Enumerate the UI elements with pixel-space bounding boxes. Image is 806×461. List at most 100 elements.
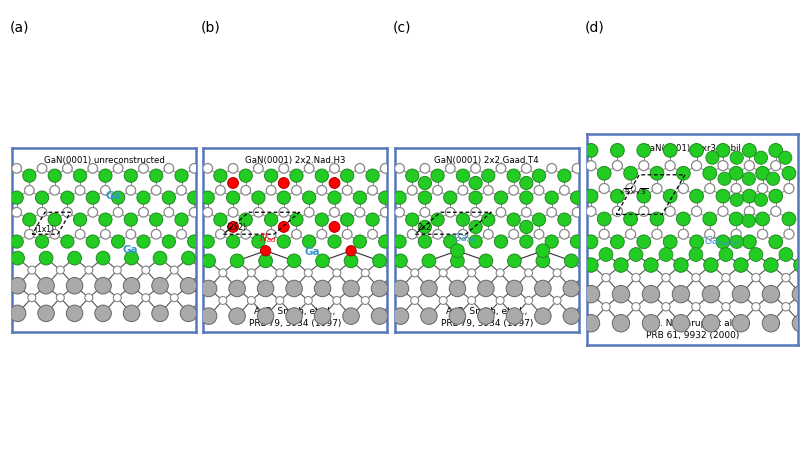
Circle shape xyxy=(23,169,36,182)
Circle shape xyxy=(439,296,447,304)
Circle shape xyxy=(111,235,125,248)
Circle shape xyxy=(226,191,239,204)
Circle shape xyxy=(469,191,482,204)
Circle shape xyxy=(254,164,264,173)
Circle shape xyxy=(390,269,397,277)
Circle shape xyxy=(496,296,504,304)
Circle shape xyxy=(177,230,186,239)
Circle shape xyxy=(690,143,704,157)
Circle shape xyxy=(767,172,779,185)
Circle shape xyxy=(610,235,625,248)
Circle shape xyxy=(506,280,522,297)
Circle shape xyxy=(372,308,388,325)
Circle shape xyxy=(704,229,715,239)
Circle shape xyxy=(533,169,546,182)
Circle shape xyxy=(126,230,135,239)
Circle shape xyxy=(251,191,265,204)
Text: (d): (d) xyxy=(584,21,604,35)
Circle shape xyxy=(188,191,201,204)
Circle shape xyxy=(330,164,339,173)
Circle shape xyxy=(226,235,239,248)
Circle shape xyxy=(247,296,256,304)
Circle shape xyxy=(507,213,520,226)
Circle shape xyxy=(672,314,690,332)
Circle shape xyxy=(68,251,81,265)
Circle shape xyxy=(315,169,328,182)
Circle shape xyxy=(328,191,341,204)
Circle shape xyxy=(564,254,578,268)
Circle shape xyxy=(85,294,93,301)
Circle shape xyxy=(534,280,551,297)
Circle shape xyxy=(433,230,442,239)
Circle shape xyxy=(181,278,197,294)
Circle shape xyxy=(418,191,431,204)
Circle shape xyxy=(732,314,750,332)
Circle shape xyxy=(563,280,580,297)
Circle shape xyxy=(24,230,34,239)
Circle shape xyxy=(716,143,730,157)
Circle shape xyxy=(599,229,609,239)
Circle shape xyxy=(219,269,226,277)
Circle shape xyxy=(411,296,418,304)
Circle shape xyxy=(716,189,730,203)
Circle shape xyxy=(613,285,629,303)
Circle shape xyxy=(582,314,600,332)
Circle shape xyxy=(469,177,482,189)
Circle shape xyxy=(558,169,571,182)
Circle shape xyxy=(86,191,99,204)
Circle shape xyxy=(545,191,559,204)
Circle shape xyxy=(28,294,35,301)
Circle shape xyxy=(302,235,316,248)
Circle shape xyxy=(63,207,73,217)
Circle shape xyxy=(571,273,580,282)
Circle shape xyxy=(782,212,796,226)
Circle shape xyxy=(729,166,743,180)
Circle shape xyxy=(35,235,48,248)
Circle shape xyxy=(571,302,580,311)
Text: (1x1): (1x1) xyxy=(34,225,54,234)
Circle shape xyxy=(219,296,226,304)
Circle shape xyxy=(614,258,628,272)
Circle shape xyxy=(716,235,730,248)
Circle shape xyxy=(142,266,150,274)
Circle shape xyxy=(525,269,533,277)
Circle shape xyxy=(202,235,214,248)
Circle shape xyxy=(150,169,163,182)
Circle shape xyxy=(731,183,742,194)
Circle shape xyxy=(584,189,598,203)
Circle shape xyxy=(361,296,369,304)
Circle shape xyxy=(0,266,7,274)
Circle shape xyxy=(278,177,289,189)
Circle shape xyxy=(586,207,596,216)
Circle shape xyxy=(199,266,206,274)
Circle shape xyxy=(625,183,636,194)
Circle shape xyxy=(276,269,284,277)
Circle shape xyxy=(50,230,60,239)
Circle shape xyxy=(287,254,301,268)
Circle shape xyxy=(24,185,34,195)
Circle shape xyxy=(60,191,74,204)
Circle shape xyxy=(10,251,24,265)
Circle shape xyxy=(137,191,150,204)
Circle shape xyxy=(729,212,743,226)
Circle shape xyxy=(663,235,677,248)
Circle shape xyxy=(702,285,720,303)
Circle shape xyxy=(644,258,659,272)
Circle shape xyxy=(637,189,650,203)
Circle shape xyxy=(75,185,85,195)
Circle shape xyxy=(784,183,794,194)
Circle shape xyxy=(38,305,54,322)
Circle shape xyxy=(650,212,664,226)
Circle shape xyxy=(162,191,176,204)
Circle shape xyxy=(382,296,390,304)
Circle shape xyxy=(456,213,470,226)
Circle shape xyxy=(719,248,733,261)
Circle shape xyxy=(366,169,379,182)
Circle shape xyxy=(433,185,442,195)
Circle shape xyxy=(536,244,550,258)
Circle shape xyxy=(446,164,455,173)
Circle shape xyxy=(316,254,330,268)
Circle shape xyxy=(60,235,74,248)
Circle shape xyxy=(39,251,53,265)
Circle shape xyxy=(742,172,755,185)
